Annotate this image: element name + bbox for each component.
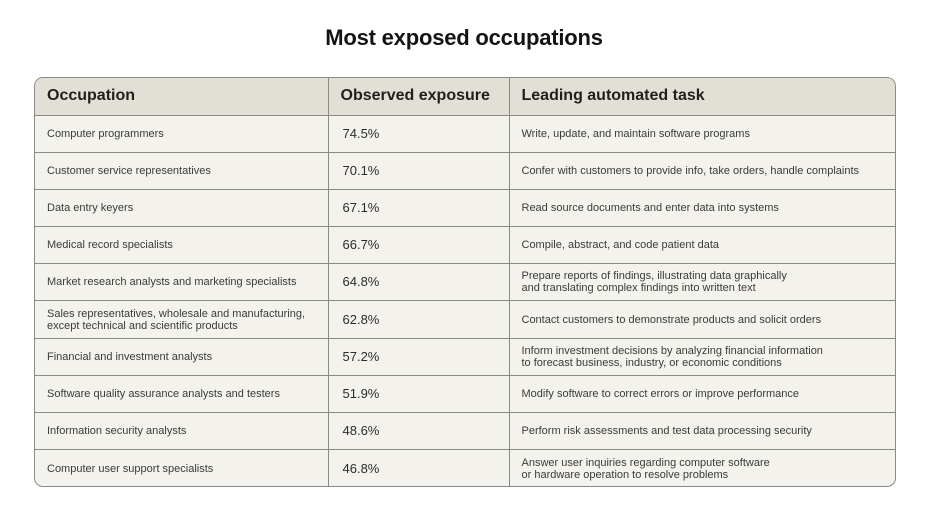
- task-cell: Compile, abstract, and code patient data: [509, 226, 895, 265]
- occupation-cell: Medical record specialists: [35, 226, 329, 265]
- table-row: Sales representatives, wholesale and man…: [35, 300, 895, 339]
- occupation-cell: Sales representatives, wholesale and man…: [35, 300, 329, 339]
- exposure-cell: 70.1%: [328, 152, 510, 190]
- exposure-cell: 57.2%: [328, 338, 510, 376]
- exposure-table: Occupation Observed exposure Leading aut…: [34, 77, 896, 487]
- occupation-cell: Customer service representatives: [35, 152, 329, 190]
- table-row: Medical record specialists 66.7% Compile…: [35, 226, 895, 265]
- exposure-cell: 62.8%: [328, 300, 510, 339]
- occupation-cell: Software quality assurance analysts and …: [35, 375, 329, 414]
- exposure-cell: 64.8%: [328, 263, 510, 302]
- task-cell: Answer user inquiries regarding computer…: [521, 456, 770, 481]
- occupation-cell: Computer user support specialists: [35, 449, 329, 486]
- exposure-cell: 46.8%: [328, 449, 510, 486]
- exposure-cell: 48.6%: [328, 412, 510, 451]
- table-row: Computer user support specialists 46.8% …: [35, 449, 895, 486]
- table-row: Information security analysts 48.6% Perf…: [35, 412, 895, 451]
- occupation-cell: Financial and investment analysts: [35, 338, 329, 376]
- task-cell: Confer with customers to provide info, t…: [509, 152, 895, 190]
- task-cell: Modify software to correct errors or imp…: [509, 375, 895, 414]
- task-cell: Perform risk assessments and test data p…: [509, 412, 895, 451]
- task-cell: Contact customers to demonstrate product…: [509, 300, 895, 339]
- exposure-cell: 66.7%: [328, 226, 510, 265]
- column-header-exposure: Observed exposure: [328, 78, 510, 116]
- task-cell: Inform investment decisions by analyzing…: [509, 338, 895, 376]
- table-row: Computer programmers 74.5% Write, update…: [35, 115, 895, 153]
- table-row: Data entry keyers 67.1% Read source docu…: [35, 189, 895, 228]
- table-row: Software quality assurance analysts and …: [35, 375, 895, 414]
- chart-title: Most exposed occupations: [325, 25, 603, 50]
- exposure-cell: 51.9%: [328, 375, 510, 414]
- occupation-cell: Data entry keyers: [35, 189, 329, 228]
- task-cell: Read source documents and enter data int…: [509, 189, 895, 228]
- task-cell: Prepare reports of findings, illustratin…: [509, 263, 895, 302]
- occupation-cell: Market research analysts and marketing s…: [35, 263, 329, 302]
- occupation-cell: Information security analysts: [35, 412, 329, 451]
- occupation-cell: Computer programmers: [35, 115, 329, 153]
- table-row: Customer service representatives 70.1% C…: [35, 152, 895, 190]
- exposure-cell: 67.1%: [328, 189, 510, 228]
- task-cell: Write, update, and maintain software pro…: [509, 115, 895, 153]
- table-row: Financial and investment analysts 57.2% …: [35, 338, 895, 376]
- exposure-cell: 74.5%: [328, 115, 510, 153]
- table-header-row: Occupation Observed exposure Leading aut…: [35, 78, 895, 116]
- column-header-task: Leading automated task: [509, 78, 895, 116]
- column-header-occupation: Occupation: [35, 78, 329, 116]
- table-row: Market research analysts and marketing s…: [35, 263, 895, 302]
